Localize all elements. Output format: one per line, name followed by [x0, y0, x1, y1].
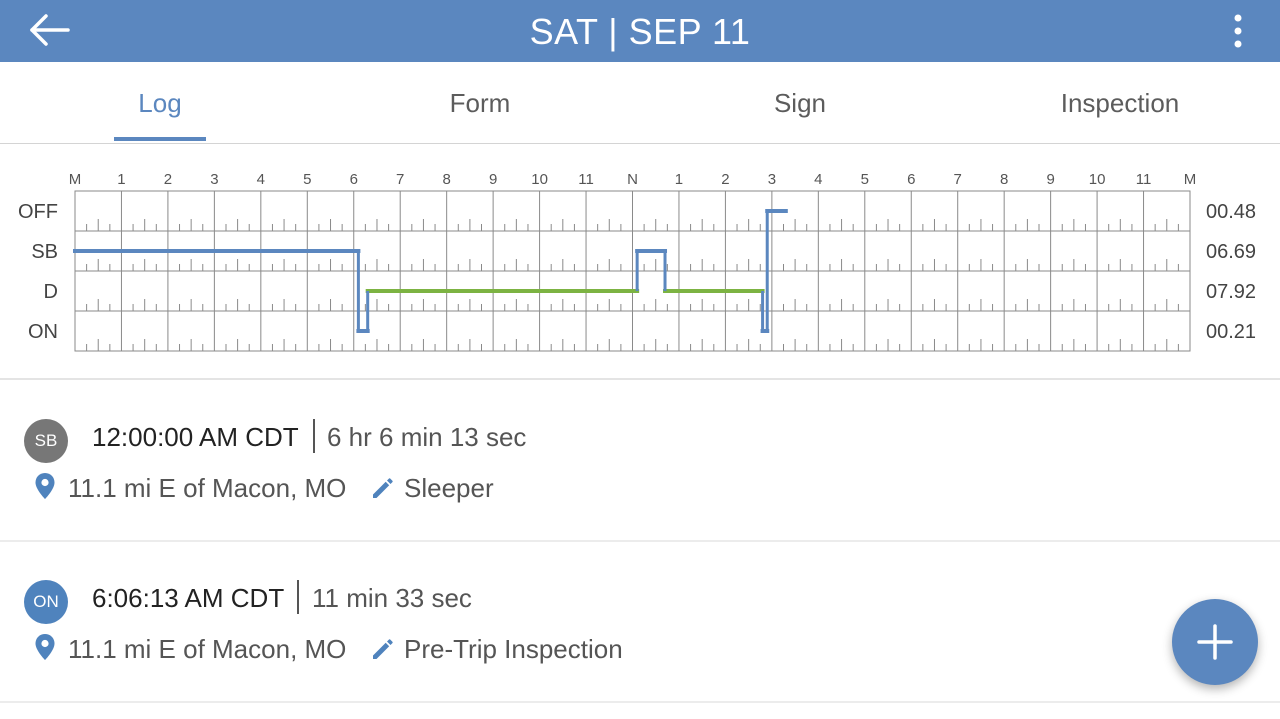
hour-label: 4: [814, 171, 822, 188]
status-badge: ON: [24, 580, 68, 624]
entry-location: 11.1 mi E of Macon, MO: [68, 634, 347, 664]
page-title: SAT | SEP 11: [529, 11, 751, 52]
arrow-left-icon: [30, 14, 70, 46]
tab-log[interactable]: Log: [138, 88, 182, 118]
app-bar: SAT | SEP 11: [0, 0, 1280, 62]
status-row-label: ON: [28, 321, 58, 343]
hour-label: 9: [1046, 171, 1054, 188]
hour-label: N: [627, 171, 638, 188]
hour-label: 9: [489, 171, 497, 188]
hour-label: 11: [1136, 171, 1152, 188]
pencil-icon: [373, 639, 393, 659]
status-row-total: 00.48: [1206, 201, 1256, 223]
hour-label: 3: [210, 171, 218, 188]
hour-label: 5: [303, 171, 311, 188]
hour-label: 1: [117, 171, 125, 188]
entry-duration: 6 hr 6 min 13 sec: [327, 422, 527, 452]
tab-sign[interactable]: Sign: [773, 88, 827, 118]
active-tab-indicator: [114, 137, 206, 141]
entry-time: 12:00:00 AM CDT: [92, 422, 299, 452]
status-row-label: D: [44, 281, 58, 303]
hour-label: 6: [350, 171, 358, 188]
pencil-icon: [373, 478, 393, 498]
entry-location: 11.1 mi E of Macon, MO: [68, 473, 347, 503]
entry-time: 6:06:13 AM CDT: [92, 583, 285, 613]
more-vert-icon: [1234, 14, 1242, 48]
hour-label: 8: [1000, 171, 1008, 188]
entry-note: Sleeper: [404, 473, 494, 503]
status-row-total: 07.92: [1206, 281, 1256, 303]
hour-label: 2: [164, 171, 172, 188]
status-row-label: SB: [31, 241, 58, 263]
hour-label: 7: [954, 171, 962, 188]
hour-label: 2: [721, 171, 729, 188]
location-pin-icon: [35, 634, 55, 660]
location-pin-icon: [35, 473, 55, 499]
hour-label: 3: [768, 171, 776, 188]
hour-label: 4: [257, 171, 265, 188]
tab-form[interactable]: Form: [449, 88, 511, 118]
divider: [313, 419, 315, 453]
hour-label: 11: [578, 171, 594, 188]
plus-icon: [1197, 624, 1233, 660]
hour-label: 6: [907, 171, 915, 188]
status-row-label: OFF: [18, 201, 58, 223]
hour-label: 1: [675, 171, 683, 188]
back-button[interactable]: [28, 10, 90, 50]
hour-label: M: [69, 171, 82, 188]
tab-inspection[interactable]: Inspection: [1060, 88, 1180, 118]
hour-label: 7: [396, 171, 404, 188]
entry-note: Pre-Trip Inspection: [404, 634, 623, 664]
add-event-button[interactable]: [1172, 599, 1258, 685]
divider: [297, 580, 299, 614]
log-entry[interactable]: SB 12:00:00 AM CDT 6 hr 6 min 13 sec 11.…: [0, 381, 1280, 542]
hour-label: 5: [861, 171, 869, 188]
hour-label: 8: [442, 171, 450, 188]
status-row-total: 00.21: [1206, 321, 1256, 343]
log-chart-svg: M 1 2 3 4 5 6 7 8 9 10 11 N 1 2 3 4 5 6 7 8 9 10 11 M OFF 00.48 SB 0…: [18, 171, 1256, 352]
log-chart: M 1 2 3 4 5 6 7 8 9 10 11 N 1 2 3 4 5 6 7 8 9 10 11 M OFF 00.48 SB 0…: [0, 144, 1280, 380]
tab-bar: Log Form Sign Inspection: [0, 62, 1280, 144]
hour-label: M: [1184, 171, 1197, 188]
log-entry[interactable]: ON 6:06:13 AM CDT 11 min 33 sec 11.1 mi …: [0, 542, 1280, 703]
status-badge: SB: [24, 419, 68, 463]
status-row-total: 06.69: [1206, 241, 1256, 263]
hour-label: 10: [1089, 171, 1106, 188]
entry-duration: 11 min 33 sec: [312, 583, 472, 613]
hour-label: 10: [531, 171, 548, 188]
overflow-menu-button[interactable]: [1220, 12, 1256, 50]
